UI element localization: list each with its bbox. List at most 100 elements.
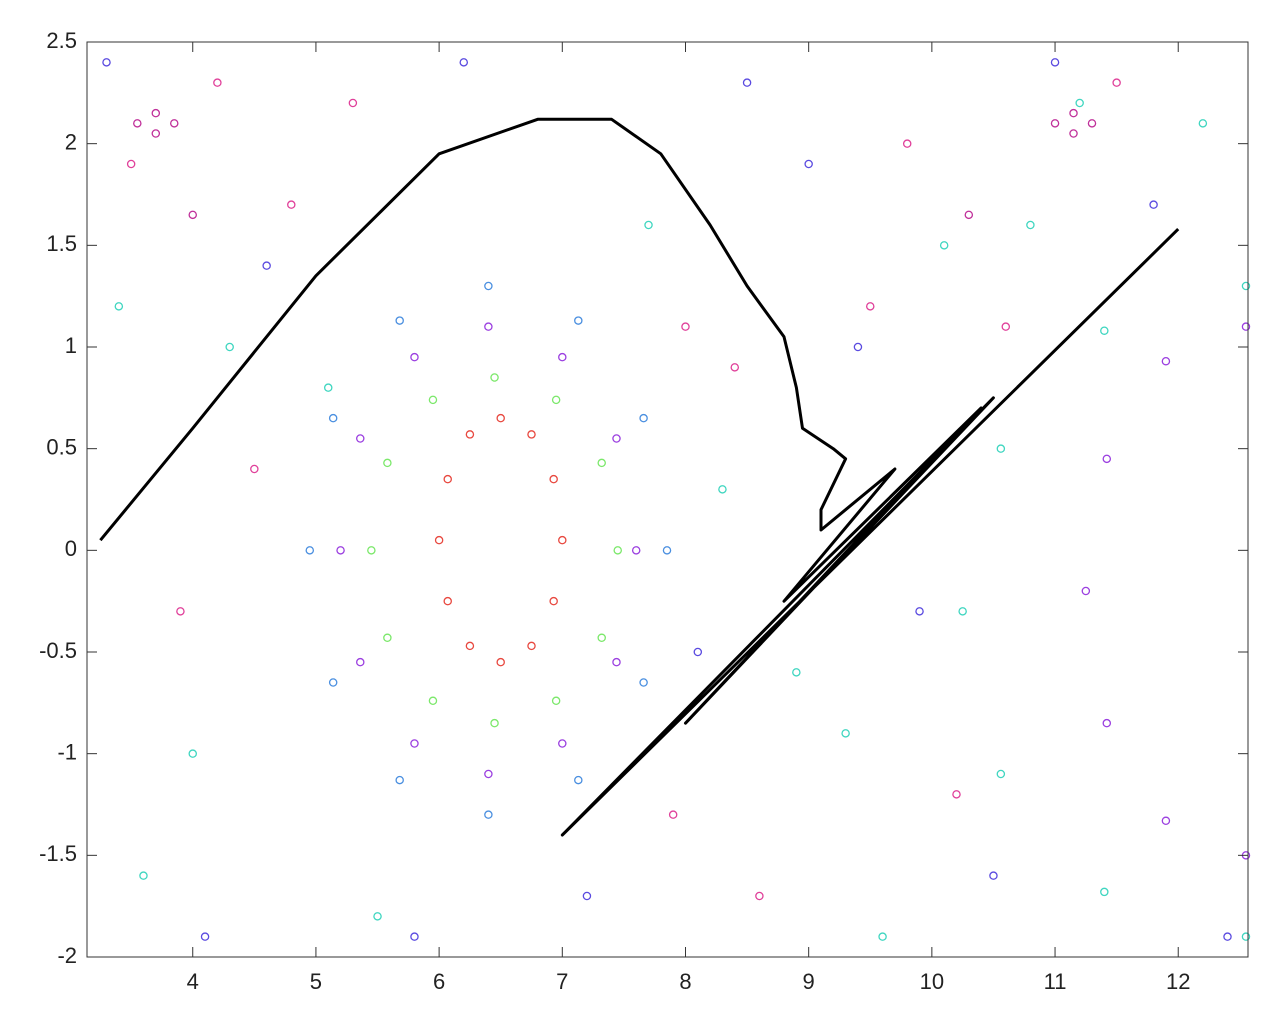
orbit-point [668,810,678,819]
orbit-point [1241,322,1251,331]
orbit-point [964,210,974,220]
orbit-point [170,119,179,128]
orbit-point [395,775,404,785]
y-tick-label: -2 [57,943,77,968]
marks [99,58,1251,941]
x-tick-label: 7 [556,969,568,994]
orbit-point [114,302,124,311]
x-tick-label: 5 [310,969,322,994]
orbit-point [866,302,875,311]
orbit-point [410,739,419,748]
orbit-point [939,241,949,250]
orbit-point [853,342,863,352]
orbit-point [250,464,259,474]
orbit-point [1050,119,1060,128]
orbit-point [952,790,961,799]
orbit-point [527,430,536,439]
orbit-point [1149,200,1158,209]
orbit-point [1102,454,1112,464]
orbit-point [1241,932,1251,941]
orbit-point [1001,322,1011,331]
orbit-point [1161,816,1171,826]
orbit-point [490,373,499,382]
orbit-point [639,678,648,687]
orbit-point [428,696,438,706]
orbit-point [484,281,493,291]
orbit-point [151,129,161,138]
orbit-point [549,596,558,606]
y-tick-label: -1 [57,739,77,764]
orbit-point [484,810,493,819]
orbit-point [804,159,813,169]
orbit-point [139,871,148,880]
orbit-point [1069,108,1078,118]
orbit-point [915,607,924,616]
orbit-point [841,729,850,738]
orbit-point [188,749,197,758]
orbit-point [262,261,271,270]
orbit-point [681,322,690,331]
orbit-point [151,108,161,118]
orbit-point [133,119,142,128]
orbit-point [718,485,727,494]
orbit-point [1069,129,1078,138]
orbit-point [612,434,621,443]
orbit-point [213,78,222,87]
orbit-point [1050,58,1060,67]
y-tick-label: -0.5 [39,638,77,663]
orbit-point [410,352,419,362]
orbit-point [958,607,967,616]
orbit-point [410,932,419,941]
orbit-point [305,546,315,555]
orbit-point [1112,78,1121,87]
orbit-point [639,413,648,423]
orbit-point [1241,281,1251,291]
orbit-point [336,546,345,555]
orbit-point [348,98,358,108]
orbit-point [484,322,493,331]
orbit-point [465,641,475,651]
orbit-point [574,316,583,325]
orbit-point [693,647,703,657]
orbit-point [1100,326,1109,335]
orbit-point [465,430,475,439]
orbit-point [496,657,505,667]
orbit-point [902,139,912,148]
y-tick-label: 1 [65,333,77,358]
orbit-point [996,769,1006,779]
orbit-point [551,395,561,405]
x-tick-label: 8 [679,969,691,994]
orbit-point [443,596,452,606]
orbit-point [878,932,887,941]
x-tick-label: 12 [1166,969,1190,994]
orbit-point [1161,356,1171,366]
orbit-point [996,444,1006,453]
orbit-point [742,78,752,87]
orbit-point [373,912,382,921]
orbit-point [597,458,606,468]
orbit-point [551,696,561,706]
orbit-point [1087,119,1097,128]
y-tick-label: 2.5 [46,28,77,53]
orbit-point [1102,718,1112,728]
y-tick-label: 1.5 [46,231,77,256]
orbit-point [459,58,469,67]
orbit-point [287,200,296,209]
orbit-point [582,891,592,901]
orbit-point [1026,220,1035,230]
orbit-point [1081,586,1091,596]
orbit-point [367,546,376,555]
orbit-point [188,210,197,220]
x-tick-label: 4 [187,969,199,994]
orbit-point [1223,932,1232,941]
orbit-point [434,535,444,545]
orbit-point [1100,887,1109,897]
orbit-point [200,932,210,941]
orbit-point [395,316,404,325]
orbit-point [176,607,185,616]
orbit-point [989,871,998,880]
orbit-point [558,739,567,748]
orbit-point [597,633,606,643]
x-tick-label: 9 [803,969,815,994]
